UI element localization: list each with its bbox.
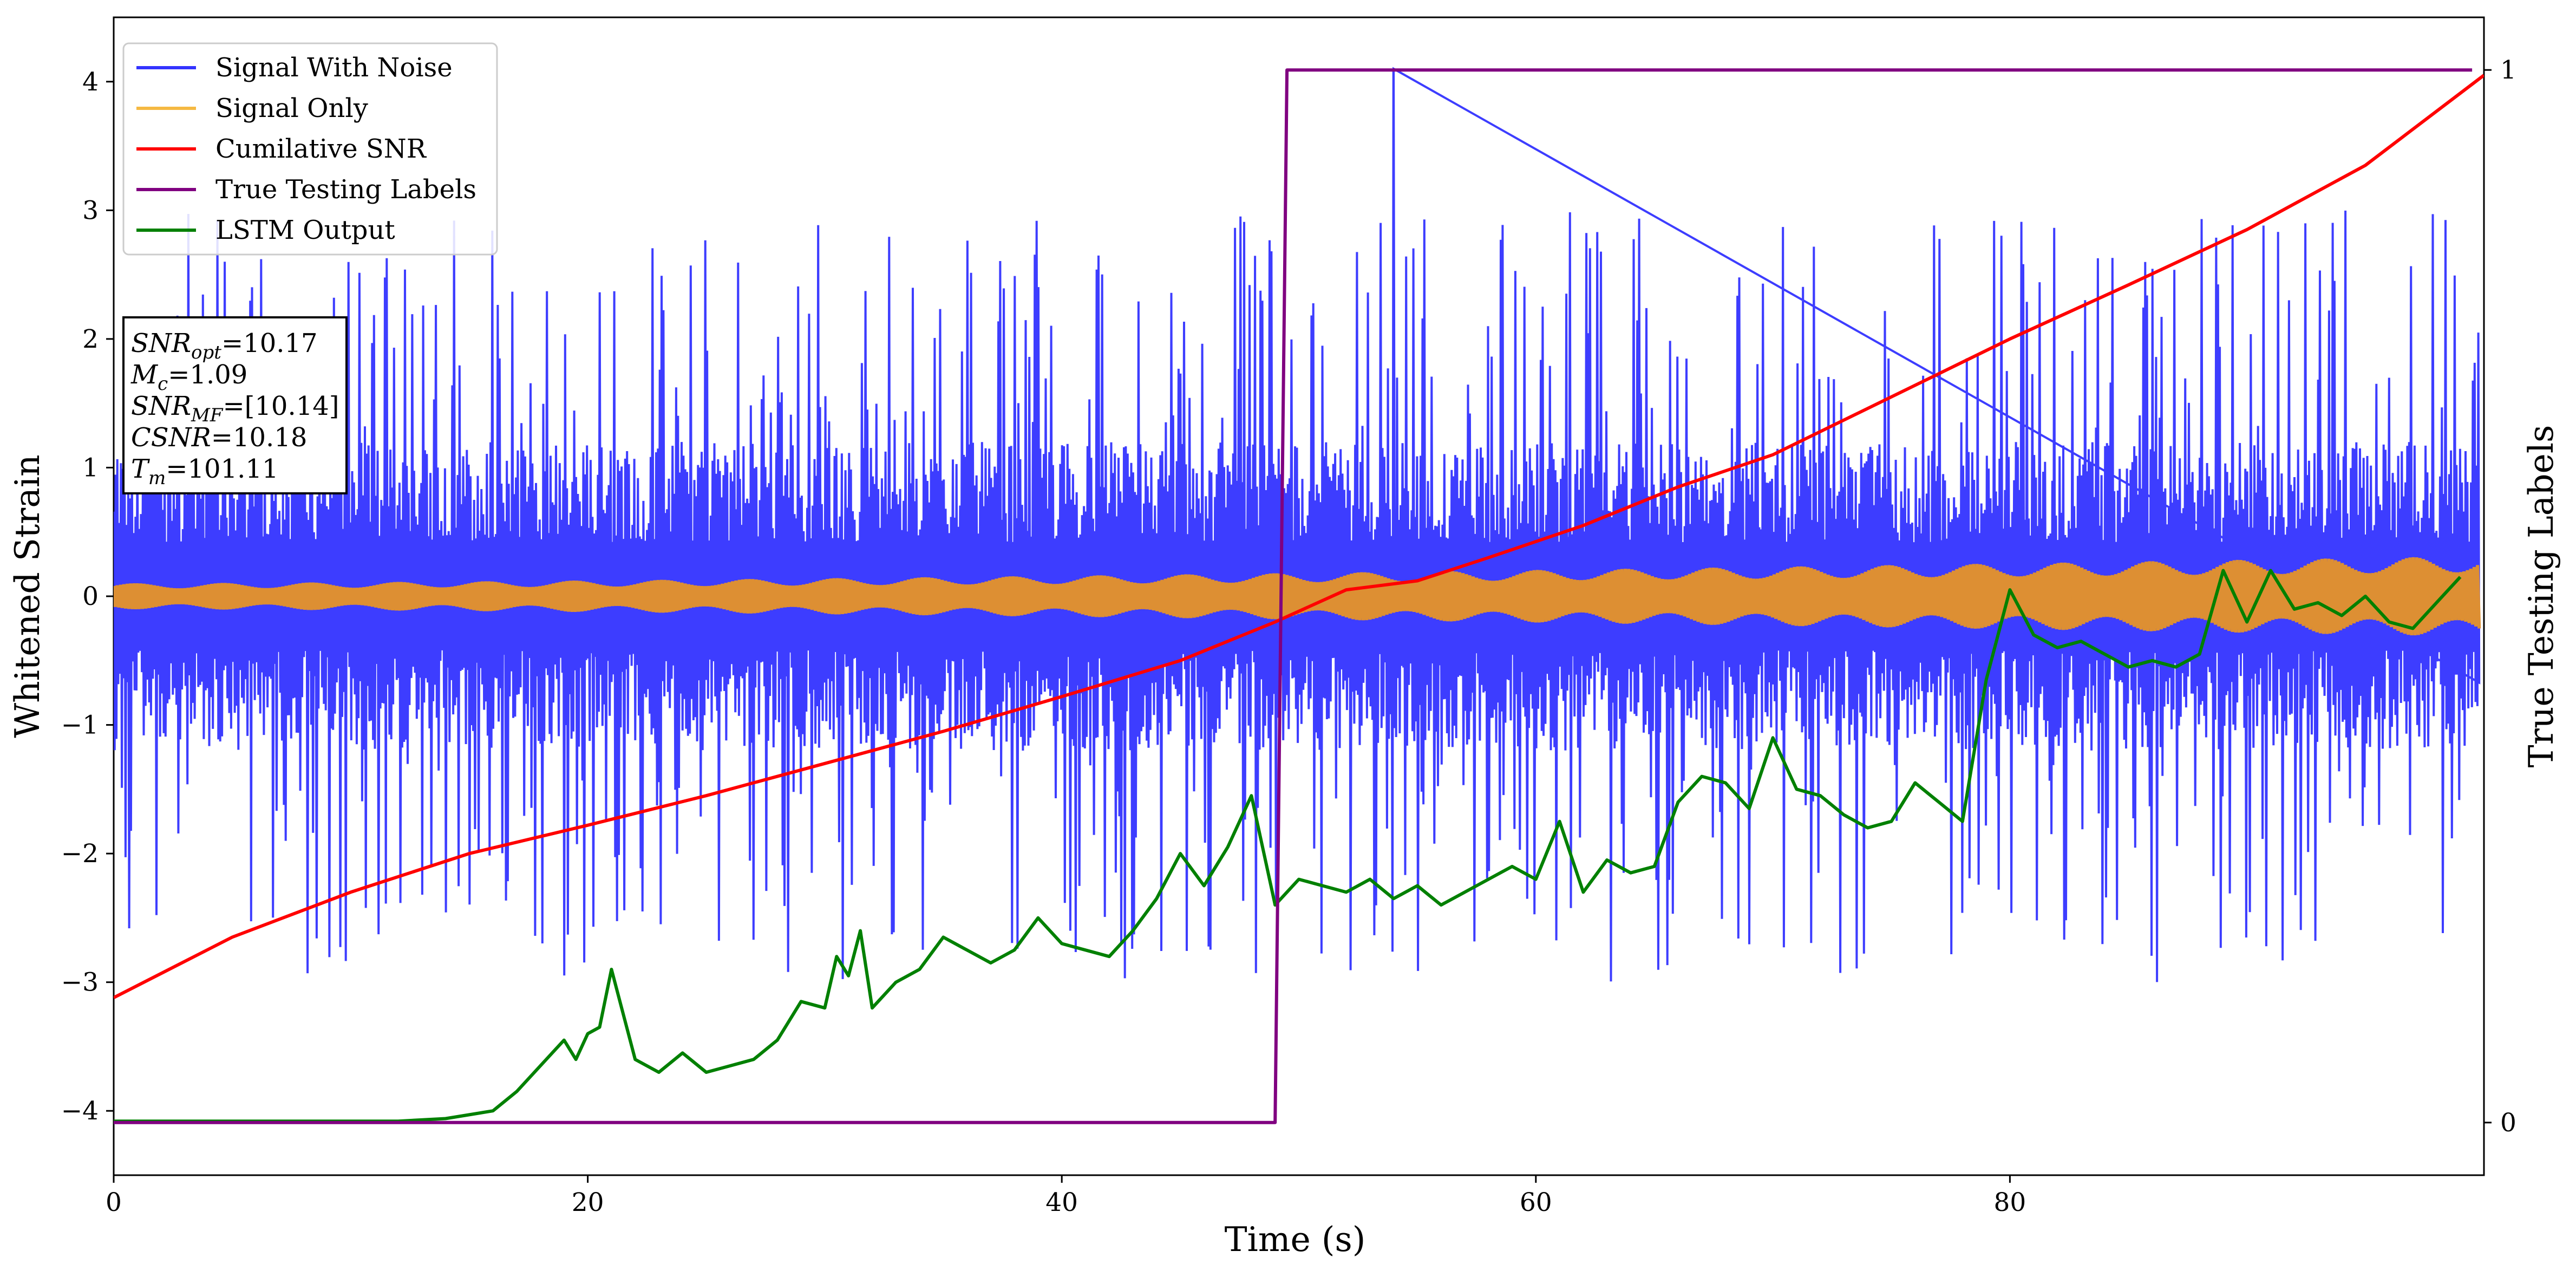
x-tick-label: 40: [1045, 1188, 1078, 1217]
y-axis-right-title: True Testing Labels: [2521, 425, 2561, 768]
annotation-line: SNRMF=[10.14]: [131, 391, 339, 426]
legend-label: Signal Only: [215, 93, 368, 123]
series-layer: [114, 67, 2484, 1124]
legend: Signal With Noise Signal Only Cumilative S…: [122, 42, 498, 256]
legend-label: Signal With Noise: [215, 53, 453, 83]
annotation-line: SNRopt=10.17: [131, 328, 318, 363]
legend-frame: [122, 42, 498, 256]
series-signal-only: [114, 557, 2481, 636]
y-right-tick-label: 0: [2500, 1108, 2516, 1138]
y-left-tick-label: −4: [61, 1096, 99, 1126]
y-left-tick-label: −3: [61, 968, 99, 998]
y-left-tick-label: 0: [82, 582, 99, 611]
series-cumulative-snr: [114, 74, 2484, 999]
series-true-testing-labels: [114, 68, 2473, 1124]
legend-label: Cumilative SNR: [215, 134, 427, 164]
x-tick-label: 60: [1520, 1188, 1552, 1217]
y-left-tick-label: 2: [82, 324, 99, 354]
y-axis-left-title: Whitened Strain: [8, 454, 47, 738]
snr-annotation-box: SNRopt=10.17Mc=1.09SNRMF=[10.14]CSNR=10.…: [122, 316, 348, 494]
legend-label: LSTM Output: [215, 215, 395, 245]
x-tick-label: 0: [106, 1188, 122, 1217]
y-left-tick-label: 4: [82, 67, 99, 97]
y-left-tick-label: 3: [82, 196, 99, 225]
annotation-frame: [122, 316, 348, 494]
series-lstm-output: [114, 569, 2462, 1123]
x-tick-label: 20: [572, 1188, 604, 1217]
x-axis-title: Time (s): [1225, 1220, 1366, 1259]
legend-label: True Testing Labels: [215, 174, 476, 205]
y-left-tick-label: −1: [61, 711, 99, 740]
x-tick-label: 80: [1993, 1188, 2026, 1217]
annotation-line: Mc=1.09: [130, 360, 247, 395]
y-left-tick-label: 1: [82, 453, 99, 483]
annotation-line: Tm=101.11: [131, 454, 278, 489]
y-right-tick-label: 1: [2500, 55, 2516, 85]
annotation-line: CSNR=10.18: [131, 422, 307, 453]
y-left-tick-label: −2: [61, 839, 99, 869]
